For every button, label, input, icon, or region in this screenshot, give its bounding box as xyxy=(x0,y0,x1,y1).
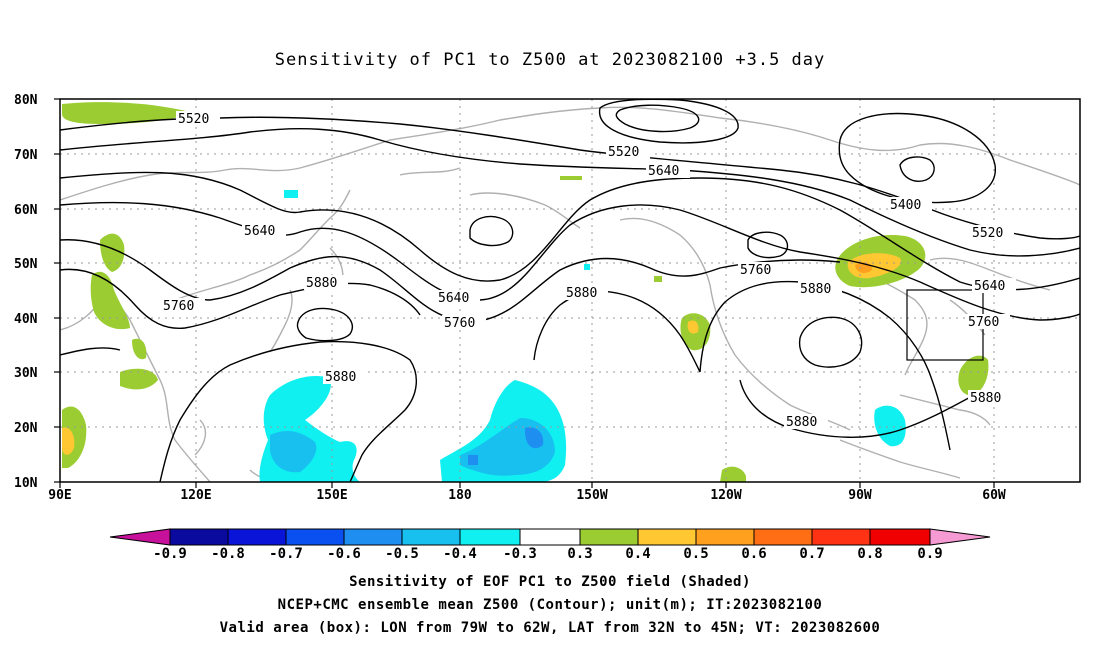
contour-label: 5520 xyxy=(972,226,1003,241)
colorbar-tick: -0.3 xyxy=(503,546,537,562)
contour-label: 5520 xyxy=(178,112,209,127)
colorbar-tick: 0.7 xyxy=(799,546,824,562)
lon-label-150e: 150E xyxy=(316,488,347,503)
lat-label-20n: 20N xyxy=(14,421,38,436)
colorbar-swatch xyxy=(285,528,345,546)
colorbar-tick: -0.6 xyxy=(327,546,361,562)
contour-label: 5760 xyxy=(444,316,475,331)
contour-label: 5640 xyxy=(974,279,1005,294)
colorbar-tick: 0.3 xyxy=(567,546,592,562)
colorbar-tick: 0.8 xyxy=(857,546,882,562)
colorbar-swatch xyxy=(227,528,287,546)
lon-label-90w: 90W xyxy=(848,488,872,503)
lon-label-90e: 90E xyxy=(48,488,71,503)
contour-labels: 5520 5520 5640 5400 5520 5640 5760 5880 … xyxy=(163,112,1006,430)
colorbar-swatch xyxy=(753,528,813,546)
chart-title: Sensitivity of PC1 to Z500 at 2023082100… xyxy=(274,50,826,70)
colorbar-swatch xyxy=(811,528,871,546)
contour-label: 5880 xyxy=(786,415,817,430)
colorbar-tick: -0.8 xyxy=(211,546,245,562)
colorbar-tick: 0.6 xyxy=(741,546,766,562)
lat-labels: 80N 70N 60N 50N 40N 30N 20N 10N xyxy=(14,93,38,491)
contour-label: 5640 xyxy=(648,164,679,179)
shaded-sensitivity xyxy=(62,102,989,482)
lat-label-80n: 80N xyxy=(14,93,38,108)
footer-line-1: Sensitivity of EOF PC1 to Z500 field (Sh… xyxy=(349,574,751,590)
contour-label: 5400 xyxy=(890,198,921,213)
lon-label-60w: 60W xyxy=(982,488,1006,503)
colorbar-tick: 0.4 xyxy=(625,546,650,562)
contour-label: 5880 xyxy=(566,286,597,301)
colorbar-tick: -0.4 xyxy=(443,546,477,562)
colorbar: -0.9 -0.8 -0.7 -0.6 -0.5 -0.4 -0.3 0.3 0… xyxy=(109,528,991,562)
colorbar-right-arrow xyxy=(929,528,991,546)
colorbar-tick: 0.5 xyxy=(683,546,708,562)
colorbar-swatch xyxy=(869,528,931,546)
lat-label-40n: 40N xyxy=(14,312,38,327)
map-plot-area xyxy=(60,99,1080,482)
contour-label: 5640 xyxy=(438,291,469,306)
colorbar-tick: -0.7 xyxy=(269,546,303,562)
contour-label: 5880 xyxy=(970,391,1001,406)
lat-label-60n: 60N xyxy=(14,203,38,218)
lon-label-120w: 120W xyxy=(710,488,741,503)
lat-label-30n: 30N xyxy=(14,366,38,381)
colorbar-tick: -0.5 xyxy=(385,546,419,562)
contour-label: 5880 xyxy=(800,282,831,297)
colorbar-swatch xyxy=(579,528,639,546)
contour-label: 5760 xyxy=(968,315,999,330)
contour-label: 5520 xyxy=(608,145,639,160)
plot-frame xyxy=(59,98,1081,483)
colorbar-swatch xyxy=(401,528,461,546)
colorbar-left-arrow xyxy=(109,528,171,546)
contour-label: 5880 xyxy=(306,276,337,291)
contour-label: 5640 xyxy=(244,224,275,239)
colorbar-swatch xyxy=(343,528,403,546)
contour-label: 5760 xyxy=(163,299,194,314)
colorbar-tick: 0.9 xyxy=(917,546,942,562)
lat-label-70n: 70N xyxy=(14,148,38,163)
tick-marks xyxy=(54,98,995,488)
colorbar-swatch xyxy=(637,528,697,546)
lat-label-10n: 10N xyxy=(14,476,38,491)
lon-labels: 90E 120E 150E 180 150W 120W 90W 60W xyxy=(48,488,1006,503)
lon-label-120e: 120E xyxy=(180,488,211,503)
lon-label-180: 180 xyxy=(448,488,472,503)
lon-label-150w: 150W xyxy=(576,488,607,503)
footer-line-2: NCEP+CMC ensemble mean Z500 (Contour); u… xyxy=(277,597,823,613)
footer-line-3: Valid area (box): LON from 79W to 62W, L… xyxy=(219,620,881,636)
colorbar-swatch xyxy=(169,528,229,546)
lat-label-50n: 50N xyxy=(14,257,38,272)
contour-label: 5760 xyxy=(740,263,771,278)
contour-label: 5880 xyxy=(325,370,356,385)
colorbar-swatch xyxy=(519,528,581,546)
colorbar-tick: -0.9 xyxy=(153,546,187,562)
colorbar-swatch xyxy=(459,528,521,546)
colorbar-swatch xyxy=(695,528,755,546)
gridlines xyxy=(60,99,1080,482)
